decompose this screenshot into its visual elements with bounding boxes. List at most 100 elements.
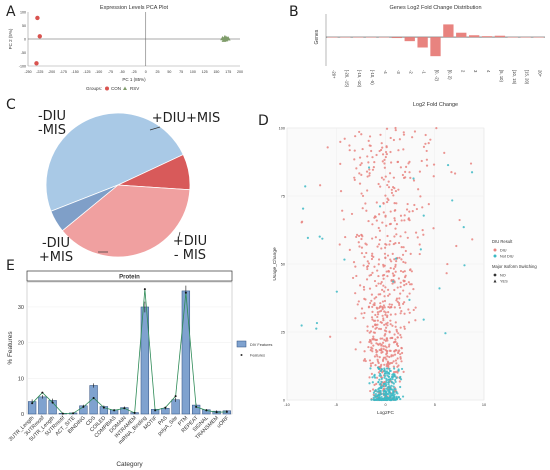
features-y-tick-label: 10 bbox=[18, 376, 24, 382]
volcano-point-diu bbox=[371, 271, 374, 274]
volcano-point-diu bbox=[375, 219, 378, 222]
volcano-point-diu bbox=[375, 201, 378, 204]
volcano-point-diu bbox=[373, 355, 377, 358]
volcano-point-diu bbox=[363, 350, 366, 353]
volcano-point-not-diu bbox=[394, 397, 398, 401]
volcano-point-diu bbox=[425, 149, 428, 153]
volcano-point-diu bbox=[301, 220, 304, 223]
volcano-point-diu bbox=[391, 252, 394, 256]
volcano-point-not-diu bbox=[387, 383, 390, 386]
volcano-point-diu bbox=[360, 237, 363, 241]
fc-x-tick-label: -1 bbox=[422, 70, 427, 74]
volcano-point-diu bbox=[365, 251, 368, 255]
volcano-point-not-diu bbox=[381, 398, 384, 401]
volcano-point-diu bbox=[381, 307, 384, 311]
volcano-point-diu bbox=[358, 245, 361, 248]
volcano-point-not-diu bbox=[370, 398, 373, 401]
volcano-legend-swatch bbox=[493, 254, 497, 258]
volcano-point-not-diu bbox=[422, 318, 425, 321]
volcano-point-diu bbox=[407, 308, 410, 311]
volcano-point-diu bbox=[399, 292, 402, 295]
features-bar bbox=[89, 385, 98, 415]
volcano-point-diu bbox=[393, 340, 396, 344]
volcano-point-diu bbox=[398, 306, 402, 309]
volcano-point-diu bbox=[375, 284, 378, 288]
volcano-point-diu bbox=[372, 388, 375, 391]
volcano-point-diu bbox=[377, 258, 381, 261]
volcano-point-diu bbox=[393, 306, 396, 309]
volcano-point-diu bbox=[353, 176, 356, 179]
volcano-point-diu bbox=[363, 358, 366, 361]
volcano-point-diu bbox=[384, 256, 387, 260]
volcano-point-not-diu bbox=[377, 381, 380, 384]
fc-x-tick-label: [5, 10) bbox=[499, 70, 504, 82]
volcano-point-diu bbox=[385, 146, 388, 149]
volcano-point-diu bbox=[414, 306, 417, 309]
volcano-point-diu bbox=[355, 235, 358, 239]
volcano-point-diu bbox=[348, 144, 351, 147]
volcano-point-not-diu bbox=[383, 367, 386, 370]
volcano-point-diu bbox=[413, 130, 417, 133]
volcano-point-diu bbox=[421, 206, 424, 209]
volcano-point-diu bbox=[409, 176, 412, 179]
volcano-point-diu bbox=[386, 321, 389, 324]
volcano-point-diu bbox=[402, 133, 406, 136]
pca-x-tick-label: 25 bbox=[156, 70, 160, 74]
volcano-point-diu bbox=[383, 162, 386, 165]
volcano-point-diu bbox=[402, 148, 405, 151]
features-line-point bbox=[113, 409, 116, 412]
fc-x-tick-label: -2 bbox=[409, 70, 414, 74]
volcano-point-diu bbox=[389, 150, 392, 154]
volcano-point-diu bbox=[369, 301, 372, 305]
volcano-point-diu bbox=[364, 359, 367, 363]
volcano-point-not-diu bbox=[397, 396, 401, 399]
volcano-point-not-diu bbox=[315, 327, 318, 330]
volcano-point-diu bbox=[384, 311, 387, 314]
volcano-point-diu bbox=[377, 274, 380, 278]
volcano-point-not-diu bbox=[378, 205, 382, 208]
volcano-point-diu bbox=[384, 194, 387, 197]
volcano-point-diu bbox=[382, 265, 385, 268]
volcano-point-diu bbox=[427, 142, 430, 145]
pca-x-tick-label: 50 bbox=[167, 70, 171, 74]
volcano-point-diu bbox=[445, 272, 448, 275]
volcano-point-diu bbox=[385, 224, 388, 227]
volcano-point-diu bbox=[379, 185, 382, 188]
volcano-point-diu bbox=[375, 153, 378, 157]
features-line-point bbox=[123, 407, 126, 410]
volcano-point-diu bbox=[365, 278, 369, 281]
volcano-point-diu bbox=[395, 330, 399, 333]
volcano-point-not-diu bbox=[377, 393, 380, 396]
features-line-point bbox=[72, 412, 75, 415]
volcano-point-diu bbox=[403, 325, 406, 328]
volcano-point-not-diu bbox=[369, 367, 372, 370]
volcano-point-diu bbox=[384, 150, 388, 154]
pca-x-tick-label: 150 bbox=[213, 70, 219, 74]
volcano-point-diu bbox=[396, 336, 399, 339]
volcano-point-diu bbox=[377, 243, 381, 246]
volcano-point-diu bbox=[384, 155, 387, 159]
pca-x-tick-label: -200 bbox=[48, 70, 55, 74]
volcano-point-diu bbox=[375, 326, 378, 329]
volcano-point-diu bbox=[383, 158, 386, 161]
volcano-point-diu bbox=[376, 319, 379, 322]
volcano-point-diu bbox=[455, 244, 458, 248]
volcano-point-diu bbox=[371, 223, 374, 226]
volcano-point-not-diu bbox=[388, 394, 391, 397]
volcano-point-diu bbox=[395, 299, 398, 302]
pca-legend-swatch-rsv bbox=[123, 86, 127, 90]
volcano-point-diu bbox=[400, 360, 403, 363]
volcano-x-tick-label: 10 bbox=[482, 403, 486, 407]
fc-x-tick-label: [0, 2) bbox=[447, 70, 452, 80]
volcano-point-diu bbox=[386, 200, 389, 204]
volcano-point-diu bbox=[407, 321, 411, 324]
volcano-point-diu bbox=[387, 269, 390, 273]
volcano-point-diu bbox=[390, 191, 394, 195]
volcano-x-tick-label: 5 bbox=[434, 403, 436, 407]
volcano-point-diu bbox=[403, 301, 406, 304]
volcano-point-diu bbox=[435, 127, 438, 130]
volcano-point-diu bbox=[393, 217, 396, 220]
volcano-point-diu bbox=[377, 226, 380, 230]
volcano-point-diu bbox=[371, 310, 374, 313]
volcano-point-diu bbox=[389, 239, 392, 243]
